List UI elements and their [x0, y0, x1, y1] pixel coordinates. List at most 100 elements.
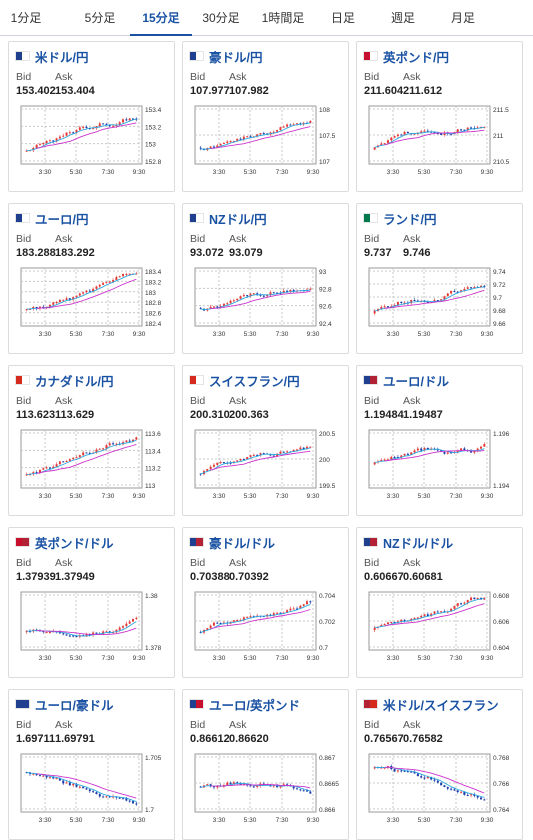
- rate-card[interactable]: ユーロ/円 Bid Ask 183.288 183.292 183.4 183.2…: [8, 203, 175, 354]
- candlestick-chart[interactable]: 1.196 1.194 3:30 5:30 7:30 9:30: [359, 426, 519, 514]
- tab-5[interactable]: 日足: [330, 11, 355, 25]
- bid-label: Bid: [364, 71, 380, 83]
- pair-name[interactable]: 米ドル/円: [35, 50, 89, 65]
- y-tick-label: 0.768: [493, 755, 510, 762]
- tab-2[interactable]: 15分足: [130, 0, 192, 36]
- pair-name[interactable]: カナダドル/円: [35, 374, 114, 389]
- card-header[interactable]: ユーロ/ドル: [363, 372, 449, 389]
- rate-card[interactable]: ユーロ/英ポンド Bid Ask 0.86612 0.86620 0.867 0.…: [182, 689, 349, 840]
- candle-body: [456, 603, 459, 607]
- tab-6[interactable]: 週足: [390, 11, 415, 25]
- y-tick-label: 108: [319, 107, 330, 114]
- rate-card[interactable]: ユーロ/豪ドル Bid Ask 1.69711 1.69791 1.705 1.7…: [8, 689, 175, 840]
- ask-value: 200.363: [229, 409, 269, 421]
- tab-3[interactable]: 30分足: [202, 11, 240, 25]
- candlestick-chart[interactable]: 0.867 0.8665 0.866 3:30 5:30 7:30 9:30: [185, 750, 345, 838]
- candlestick-chart[interactable]: 93 92.8 92.6 92.4 3:30 5:30 7:30 9:30: [185, 264, 345, 352]
- candle-body: [480, 797, 483, 800]
- candle-body: [62, 461, 65, 463]
- rate-card[interactable]: カナダドル/円 Bid Ask 113.623 113.629 113.6 113…: [8, 365, 175, 516]
- candle-body: [296, 449, 299, 451]
- card-header[interactable]: ランド/円: [363, 210, 437, 227]
- candle-body: [132, 801, 135, 804]
- pair-name[interactable]: 英ポンド/円: [383, 50, 449, 65]
- candlestick-chart[interactable]: 108 107.5 107 3:30 5:30 7:30 9:30: [185, 102, 345, 190]
- pair-name[interactable]: 英ポンド/ドル: [35, 536, 114, 551]
- tab-7[interactable]: 月足: [450, 11, 475, 25]
- card-header[interactable]: 豪ドル/円: [189, 48, 263, 65]
- tab-4[interactable]: 1時間足: [261, 11, 305, 25]
- candle-body: [125, 273, 128, 275]
- candle-body: [413, 133, 416, 135]
- card-header[interactable]: ユーロ/豪ドル: [15, 696, 114, 713]
- rate-card[interactable]: 英ポンド/円 Bid Ask 211.604 211.612 211.5 211 2…: [356, 41, 523, 192]
- candlestick-chart[interactable]: 9.74 9.72 9.7 9.68 9.66 3:30 5:30 7:30 9:30: [359, 264, 519, 352]
- rate-card[interactable]: NZドル/ドル Bid Ask 0.60667 0.60681 0.608 0.6…: [356, 527, 523, 678]
- rate-card[interactable]: 米ドル/スイスフラン Bid Ask 0.76567 0.76582 0.768…: [356, 689, 523, 840]
- card-header[interactable]: NZドル/ドル: [363, 534, 454, 551]
- pair-name[interactable]: 豪ドル/円: [209, 50, 263, 65]
- candle-body: [135, 437, 138, 440]
- y-tick-label: 92.4: [319, 321, 332, 328]
- pair-name[interactable]: ユーロ/円: [35, 212, 89, 227]
- candle-body: [108, 281, 111, 283]
- candlestick-chart[interactable]: 0.768 0.766 0.764 3:30 5:30 7:30 9:30: [359, 750, 519, 838]
- currency-flag-icon: [189, 375, 204, 385]
- card-header[interactable]: 英ポンド/円: [363, 48, 449, 65]
- candle-body: [386, 306, 389, 308]
- candle-body: [426, 614, 429, 617]
- card-header[interactable]: カナダドル/円: [15, 372, 114, 389]
- candle-body: [209, 466, 212, 470]
- tab-0[interactable]: 1分足: [10, 11, 42, 25]
- rate-card[interactable]: 豪ドル/円 Bid Ask 107.977 107.982 108 107.5 10…: [182, 41, 349, 192]
- pair-name[interactable]: 米ドル/スイスフラン: [383, 698, 499, 713]
- candle-body: [45, 775, 48, 778]
- candle-body: [272, 292, 275, 294]
- candlestick-chart[interactable]: 200.5 200 199.5 3:30 5:30 7:30 9:30: [185, 426, 345, 514]
- candle-body: [476, 795, 479, 798]
- pair-name[interactable]: ユーロ/ドル: [383, 374, 449, 389]
- card-header[interactable]: ユーロ/英ポンド: [189, 696, 300, 713]
- candle-body: [483, 444, 486, 447]
- candlestick-chart[interactable]: 1.705 1.7 3:30 5:30 7:30 9:30: [11, 750, 171, 838]
- candlestick-chart[interactable]: 1.38 1.378 3:30 5:30 7:30 9:30: [11, 588, 171, 676]
- rate-card[interactable]: NZドル/円 Bid Ask 93.072 93.079 93 92.8 92.6 9…: [182, 203, 349, 354]
- rate-card[interactable]: 豪ドル/ドル Bid Ask 0.70388 0.70392 0.704 0.70…: [182, 527, 349, 678]
- candlestick-chart[interactable]: 113.6 113.4 113.2 113 3:30 5:30 7:30 9:30: [11, 426, 171, 514]
- pair-name[interactable]: NZドル/円: [209, 212, 267, 227]
- y-tick-label: 0.8665: [319, 781, 339, 788]
- card-header[interactable]: 英ポンド/ドル: [15, 534, 114, 551]
- pair-name[interactable]: ランド/円: [383, 212, 437, 227]
- x-tick-label: 7:30: [276, 655, 289, 662]
- rate-card[interactable]: スイスフラン/円 Bid Ask 200.310 200.363 200.5 20…: [182, 365, 349, 516]
- candlestick-chart[interactable]: 153.4 153.2 153 152.8 3:30 5:30 7:30 9:30: [11, 102, 171, 190]
- candlestick-chart[interactable]: 183.4 183.2 183 182.8 182.6 182.4 3:30 5:30 7:30…: [11, 264, 171, 352]
- candle-body: [456, 291, 459, 293]
- pair-name[interactable]: 豪ドル/ドル: [209, 536, 275, 551]
- pair-name[interactable]: スイスフラン/円: [209, 374, 300, 389]
- tab-1[interactable]: 5分足: [84, 11, 116, 25]
- candle-body: [410, 618, 413, 621]
- candle-body: [212, 786, 215, 788]
- pair-name[interactable]: ユーロ/英ポンド: [209, 698, 300, 713]
- card-header[interactable]: ユーロ/円: [15, 210, 89, 227]
- candlestick-chart[interactable]: 211.5 211 210.5 3:30 5:30 7:30 9:30: [359, 102, 519, 190]
- rate-card[interactable]: ユーロ/ドル Bid Ask 1.19484 1.19487 1.196 1.19…: [356, 365, 523, 516]
- candlestick-chart[interactable]: 0.704 0.702 0.7 3:30 5:30 7:30 9:30: [185, 588, 345, 676]
- rate-card[interactable]: ランド/円 Bid Ask 9.737 9.746 9.74 9.72 9.7 9.6…: [356, 203, 523, 354]
- card-header[interactable]: 米ドル/スイスフラン: [363, 696, 499, 713]
- candle-body: [135, 118, 138, 120]
- pair-name[interactable]: ユーロ/豪ドル: [35, 698, 114, 713]
- candle-body: [58, 461, 61, 465]
- card-header[interactable]: 豪ドル/ドル: [189, 534, 275, 551]
- card-header[interactable]: 米ドル/円: [15, 48, 89, 65]
- candle-body: [272, 785, 275, 787]
- card-header[interactable]: スイスフラン/円: [189, 372, 300, 389]
- x-tick-label: 7:30: [102, 169, 115, 176]
- pair-name[interactable]: NZドル/ドル: [383, 536, 454, 551]
- card-header[interactable]: NZドル/円: [189, 210, 267, 227]
- candle-body: [396, 621, 399, 623]
- rate-card[interactable]: 米ドル/円 Bid Ask 153.402 153.404 153.4 153.2…: [8, 41, 175, 192]
- rate-card[interactable]: 英ポンド/ドル Bid Ask 1.37939 1.37949 1.38 1.37…: [8, 527, 175, 678]
- candlestick-chart[interactable]: 0.608 0.606 0.604 3:30 5:30 7:30 9:30: [359, 588, 519, 676]
